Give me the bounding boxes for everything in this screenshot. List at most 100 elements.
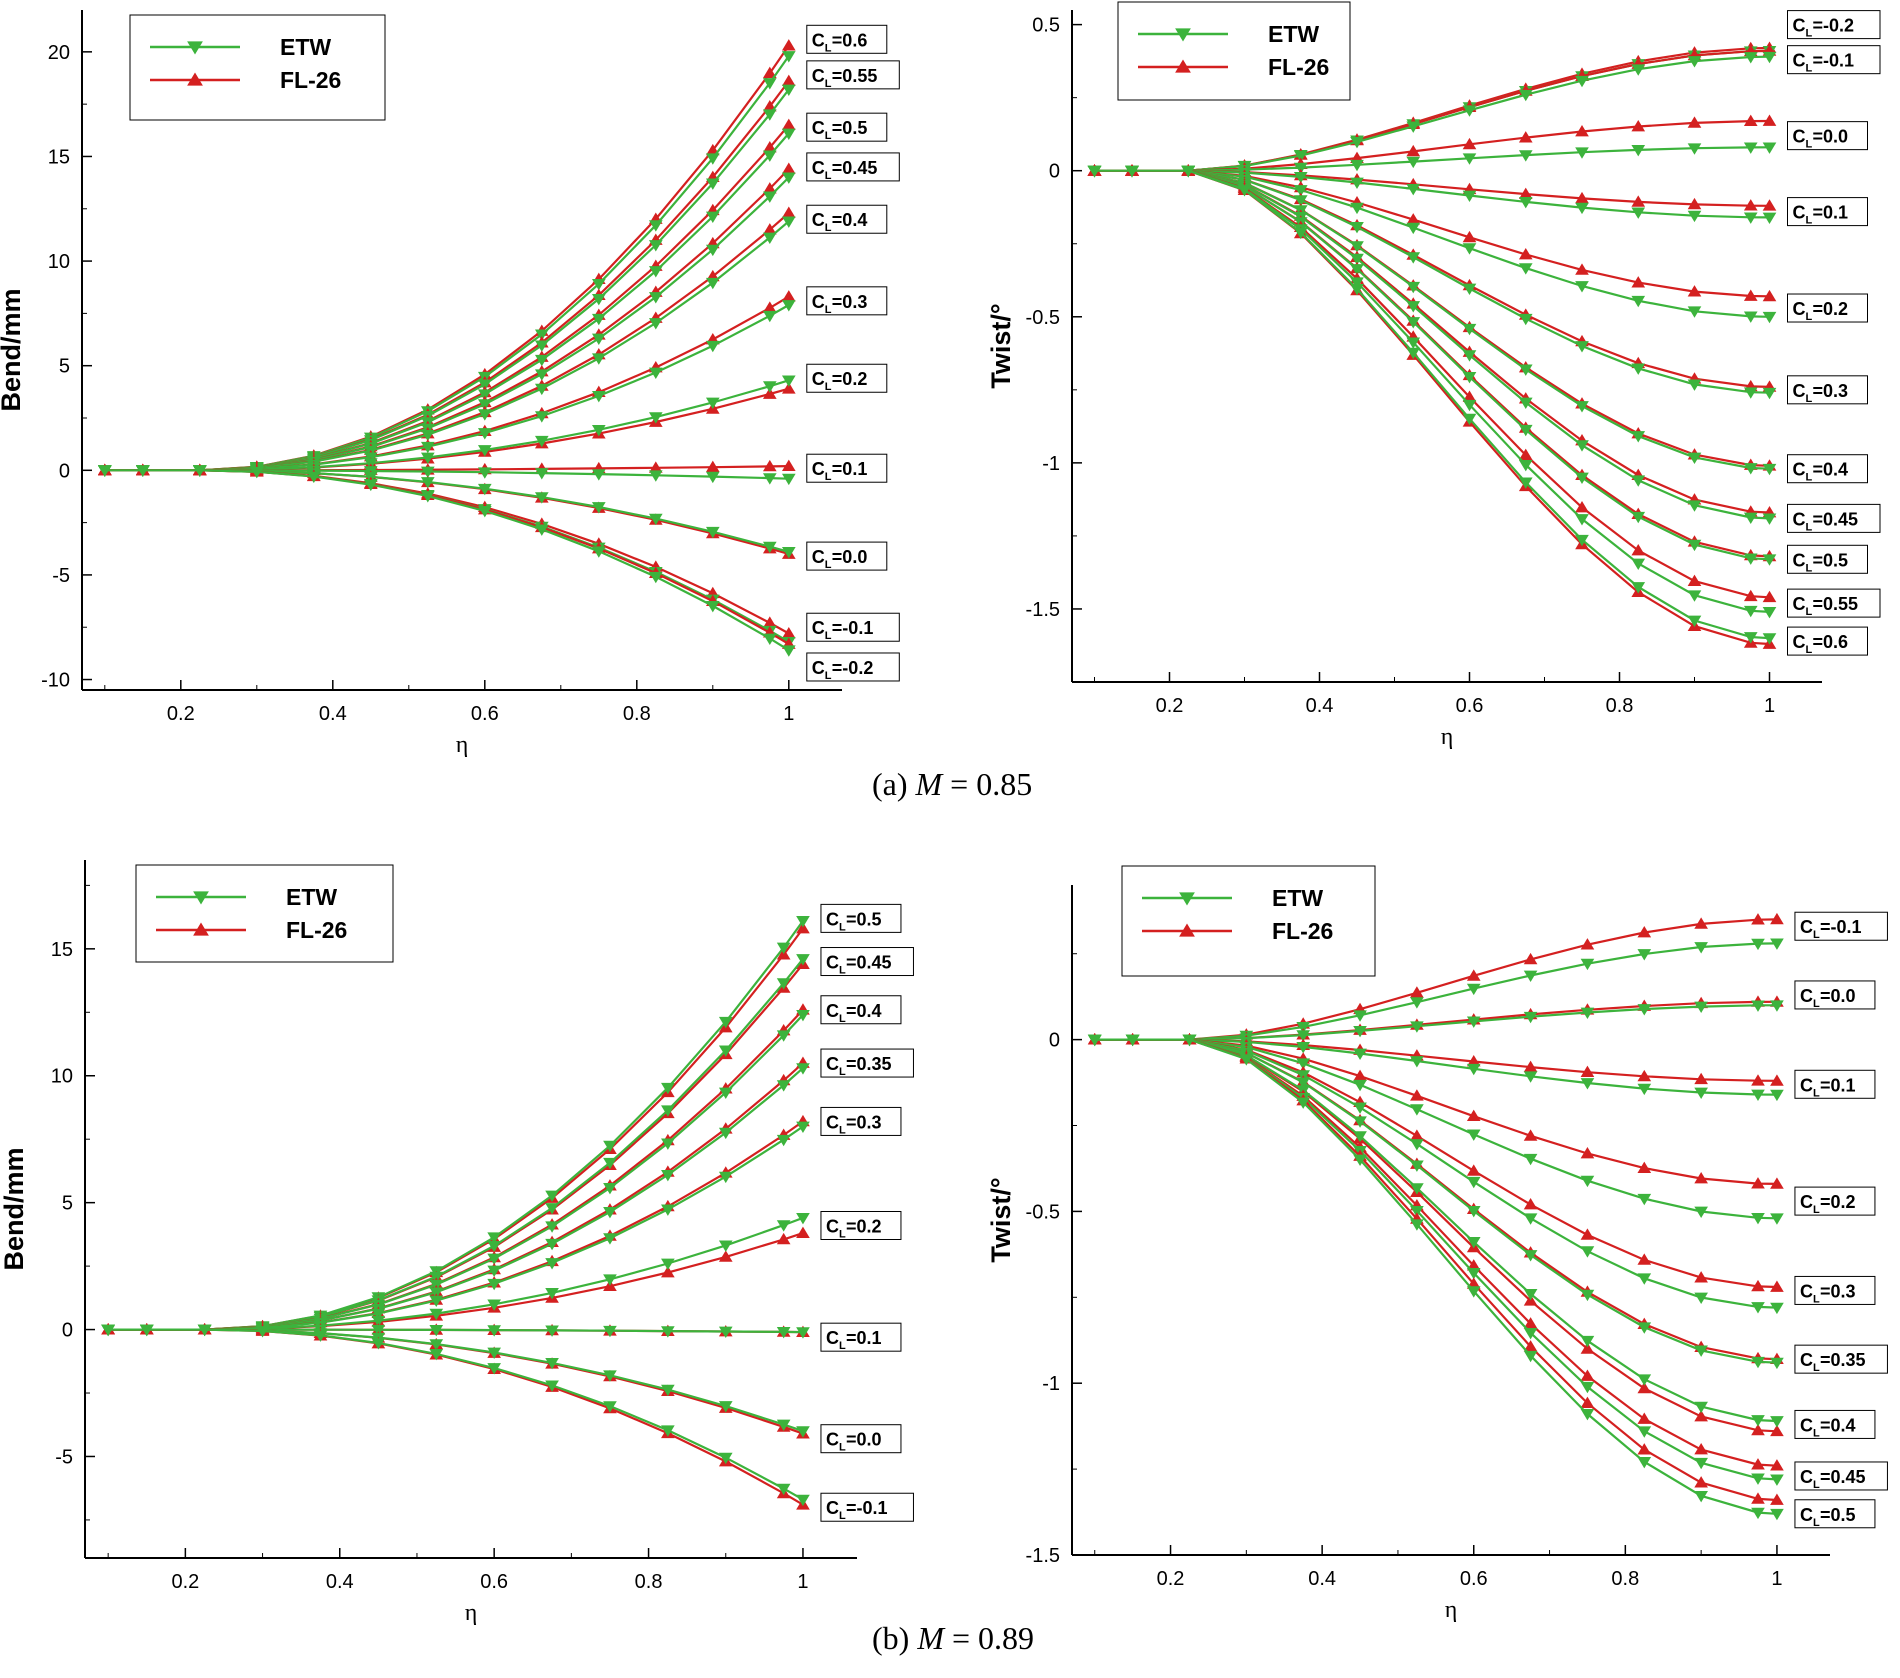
cl-label-value: =0.4	[1813, 460, 1849, 480]
data-point	[1518, 448, 1533, 460]
data-point	[776, 1220, 791, 1232]
data-point	[781, 382, 796, 394]
y-tick-label: 0	[1049, 161, 1060, 183]
data-point	[1770, 1424, 1784, 1437]
data-point	[1694, 1087, 1708, 1100]
cl-label-value: =0.45	[832, 158, 878, 178]
data-point	[371, 1315, 386, 1328]
data-point	[1518, 196, 1533, 209]
data-point	[1406, 184, 1421, 196]
data-point	[1762, 114, 1777, 126]
cl-label: C L =0.45	[1794, 1461, 1888, 1491]
cl-label-value: =0.0	[1813, 127, 1849, 147]
data-point	[1751, 1279, 1765, 1292]
legend-marker	[193, 891, 209, 905]
cl-label-box	[820, 1210, 902, 1240]
data-point	[1580, 1228, 1595, 1240]
data-point	[1575, 202, 1589, 215]
data-point	[781, 39, 796, 51]
data-point	[762, 223, 777, 235]
data-point	[603, 1401, 617, 1413]
cl-label-box	[806, 453, 888, 483]
cl-label-c: C	[1793, 127, 1806, 147]
series-fl-26-cl--0.1	[97, 463, 796, 639]
cl-label-value: =0.3	[846, 1112, 882, 1132]
cl-label: C L =0.3	[806, 286, 888, 316]
data-point	[534, 468, 549, 480]
data-point	[545, 1221, 559, 1233]
y-axis-label: Twist/°	[986, 303, 1016, 388]
data-point	[1762, 387, 1777, 400]
data-point	[1631, 119, 1646, 132]
cl-label: C L =0.1	[820, 1322, 902, 1352]
data-point	[661, 1326, 675, 1338]
y-axis-label: Twist/°	[986, 1177, 1016, 1262]
cl-label-box	[1787, 544, 1868, 574]
data-point	[762, 633, 777, 646]
data-point	[1694, 1401, 1708, 1414]
data-point	[1637, 1161, 1652, 1173]
cl-label-value: =0.45	[1820, 1467, 1866, 1487]
caption-b-var: M	[917, 1620, 944, 1656]
x-tick-label: 0.4	[326, 1571, 354, 1593]
data-point	[477, 467, 492, 479]
cl-label: C L =-0.1	[1787, 45, 1881, 75]
data-point	[762, 109, 777, 121]
data-point	[1631, 475, 1646, 487]
data-point	[1353, 1026, 1367, 1038]
x-tick-label: 0.6	[471, 703, 499, 725]
cl-label-c: C	[1800, 1415, 1813, 1435]
legend-marker	[1179, 923, 1195, 937]
data-point	[534, 411, 549, 423]
cl-label-c: C	[826, 1001, 839, 1021]
cl-label-box	[806, 541, 888, 571]
data-point	[1751, 1000, 1765, 1012]
cl-label-subscript: L	[839, 1442, 846, 1454]
data-point	[1087, 165, 1102, 178]
x-tick-label: 0.4	[1306, 695, 1334, 717]
data-point	[1631, 295, 1646, 308]
data-point	[1637, 1273, 1652, 1285]
data-point	[1523, 1317, 1538, 1329]
data-point	[1518, 313, 1533, 326]
data-point	[1637, 926, 1652, 938]
data-point	[1762, 142, 1777, 154]
cl-label-subscript: L	[839, 1124, 846, 1136]
data-point	[1523, 1289, 1538, 1301]
x-tick-label: 1	[783, 703, 794, 725]
cl-label-c: C	[812, 30, 825, 50]
data-point	[1631, 195, 1646, 207]
data-point	[1575, 281, 1589, 293]
data-point	[762, 141, 777, 153]
data-point	[1410, 1160, 1424, 1172]
cl-label: C L =-0.2	[1787, 10, 1881, 40]
data-point	[1125, 1034, 1140, 1047]
y-tick-label: -1	[1042, 453, 1060, 475]
legend-box	[1117, 1, 1351, 101]
data-point	[1637, 1443, 1652, 1455]
caption-b-prefix: (b)	[872, 1620, 918, 1656]
data-point	[661, 1138, 675, 1150]
cl-label-value: =-0.1	[846, 1498, 888, 1518]
data-point	[1743, 605, 1758, 618]
y-tick-label: -0.5	[1026, 307, 1060, 329]
cl-label: C L =0.4	[1794, 1409, 1876, 1439]
cl-label-value: =-0.2	[832, 658, 874, 678]
data-point	[1462, 323, 1477, 336]
cl-label-c: C	[1800, 1281, 1813, 1301]
caption-a: (a) M = 0.85	[872, 766, 1032, 803]
cl-label-value: =0.1	[832, 459, 868, 479]
series-line	[104, 168, 790, 472]
cl-label: C L =0.2	[820, 1210, 902, 1240]
data-point	[1770, 1459, 1784, 1471]
data-point	[1406, 144, 1421, 157]
data-point	[1523, 1129, 1538, 1141]
y-tick-label: -1.5	[1026, 599, 1060, 621]
series-fl-26-cl-0.4	[97, 206, 796, 476]
data-point	[545, 1238, 559, 1251]
data-point	[429, 1348, 444, 1361]
data-point	[1631, 64, 1646, 76]
data-point	[1181, 165, 1196, 178]
data-point	[762, 182, 777, 194]
data-point	[1575, 534, 1589, 547]
